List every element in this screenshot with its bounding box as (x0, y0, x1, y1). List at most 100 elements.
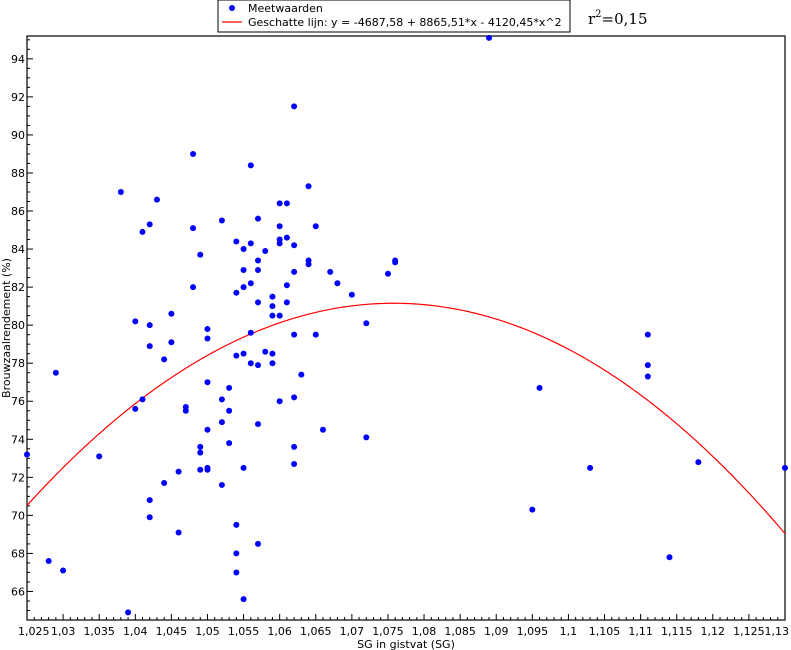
data-point (139, 228, 146, 235)
data-point (161, 480, 168, 487)
x-tick-label: 1,03 (51, 625, 76, 638)
x-tick-label: 1,115 (661, 625, 693, 638)
data-point (255, 299, 262, 306)
data-point (255, 421, 262, 428)
data-point (146, 514, 153, 521)
data-point (312, 331, 319, 338)
data-point (204, 335, 211, 342)
data-point (218, 419, 225, 426)
legend-label-meetwaarden: Meetwaarden (248, 2, 323, 15)
data-point (233, 289, 240, 296)
data-point (182, 407, 189, 414)
data-point (486, 34, 493, 41)
data-point (175, 468, 182, 475)
data-point (247, 162, 254, 169)
x-tick-label: 1,125 (733, 625, 765, 638)
data-point (782, 464, 788, 471)
data-point (117, 188, 124, 195)
data-point (233, 238, 240, 245)
data-point (666, 554, 673, 561)
data-point (695, 459, 702, 466)
data-point (334, 280, 341, 287)
data-point (240, 464, 247, 471)
data-point (283, 282, 290, 289)
data-point (204, 379, 211, 386)
data-point (283, 299, 290, 306)
data-point (197, 466, 204, 473)
data-point (175, 529, 182, 536)
data-point (197, 251, 204, 258)
data-point (190, 150, 197, 157)
fit-curve-layer (26, 302, 786, 534)
data-point (327, 268, 334, 275)
data-point (247, 329, 254, 336)
y-tick-label: 82 (11, 281, 25, 294)
data-point (255, 257, 262, 264)
data-point (291, 242, 298, 249)
data-point (384, 270, 391, 277)
data-point (305, 183, 312, 190)
data-point (96, 453, 103, 460)
y-tick-label: 66 (11, 585, 25, 598)
data-point (276, 240, 283, 247)
r-squared-superscript: 2 (595, 9, 601, 20)
x-tick-label: 1,1 (560, 625, 578, 638)
data-point (269, 350, 276, 357)
data-point (255, 266, 262, 273)
y-tick-label: 92 (11, 91, 25, 104)
data-point (298, 371, 305, 378)
x-tick-label: 1,12 (701, 625, 726, 638)
data-point (240, 350, 247, 357)
data-point (168, 339, 175, 346)
x-tick-label: 1,085 (444, 625, 476, 638)
x-tick-label: 1,11 (628, 625, 653, 638)
x-tick-label: 1,04 (123, 625, 148, 638)
data-point (269, 312, 276, 319)
x-tick-label: 1,105 (589, 625, 621, 638)
data-point (276, 312, 283, 319)
data-point (269, 360, 276, 367)
r-squared-annotation: r2=0,15 (588, 9, 648, 28)
data-point (218, 481, 225, 488)
data-point (233, 550, 240, 557)
data-point (233, 521, 240, 528)
data-point (644, 362, 651, 369)
data-point (283, 200, 290, 207)
legend-box (217, 0, 571, 33)
data-point (291, 443, 298, 450)
data-point (146, 497, 153, 504)
x-tick-label: 1,05 (195, 625, 220, 638)
x-tick-label: 1,025 (18, 625, 50, 638)
r-squared-value: =0,15 (602, 10, 648, 28)
data-point (644, 331, 651, 338)
data-point (255, 215, 262, 222)
x-axis: 1,025 1,03 1,035 1,04 1,045 1,05 1,055 1,06 1,06… (18, 614, 789, 638)
data-point (312, 223, 319, 230)
y-tick-label: 94 (11, 53, 25, 66)
data-point (319, 426, 326, 433)
y-tick-label: 80 (11, 319, 25, 332)
data-point (24, 451, 30, 458)
y-tick-label: 84 (11, 243, 25, 256)
data-point (60, 567, 67, 574)
data-point (218, 396, 225, 403)
data-point (283, 234, 290, 241)
data-point (269, 303, 276, 310)
legend-label-fit-curve: Geschatte lijn: y = -4687,58 + 8865,51*x… (248, 16, 562, 29)
y-tick-label: 72 (11, 471, 25, 484)
data-point (247, 280, 254, 287)
r-squared-prefix: r (588, 10, 596, 28)
data-point (305, 261, 312, 268)
data-point (146, 343, 153, 350)
data-point (197, 449, 204, 456)
data-point (536, 384, 543, 391)
data-point (363, 434, 370, 441)
data-point (363, 320, 370, 327)
data-point (125, 609, 132, 616)
data-point (132, 405, 139, 412)
y-tick-label: 74 (11, 433, 25, 446)
data-point (644, 373, 651, 380)
data-point (190, 284, 197, 291)
data-point (291, 103, 298, 110)
